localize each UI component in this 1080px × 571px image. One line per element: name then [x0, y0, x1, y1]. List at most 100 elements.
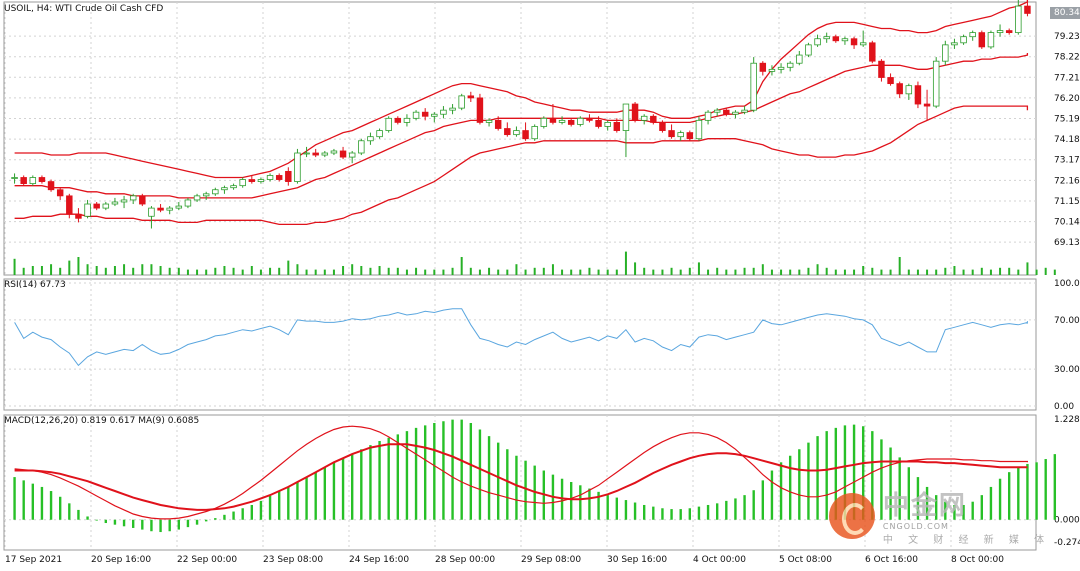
candle-body — [239, 179, 246, 187]
candle-body — [166, 207, 173, 211]
candle-body — [47, 181, 55, 191]
candle-body — [723, 109, 730, 115]
candle-body — [367, 136, 374, 142]
candle-body — [504, 128, 511, 136]
candle-body — [741, 109, 748, 113]
candle-body — [540, 117, 548, 127]
candle-body — [531, 126, 538, 140]
candle-body — [796, 54, 803, 64]
candle-body — [1024, 5, 1031, 14]
candle-body — [896, 83, 903, 95]
bollinger-band-line — [14, 105, 1029, 226]
x-axis-tick-label: 24 Sep 16:00 — [349, 555, 409, 565]
candle-body — [549, 117, 557, 123]
rsi-title: RSI(14) 67.73 — [4, 280, 66, 290]
candle-body — [193, 195, 201, 201]
candle-body — [695, 119, 703, 140]
candle-body — [567, 119, 575, 125]
macd-signal-line — [14, 443, 1028, 511]
candle-body — [905, 85, 913, 95]
candle-body — [859, 42, 867, 46]
candle-body — [467, 95, 475, 99]
rsi-panel-frame — [3, 278, 1037, 411]
candle-body — [613, 121, 621, 131]
candle-body — [704, 111, 712, 121]
candle-body — [622, 103, 630, 131]
candle-body — [129, 195, 137, 201]
candle-body — [376, 130, 383, 138]
watermark: 中金网 CNGOLD.COM 中 文 财 经 新 媒 体 — [828, 485, 1050, 546]
candle-body — [139, 195, 146, 205]
candle-body — [449, 107, 456, 111]
candle-body — [184, 199, 192, 207]
candle-body — [841, 38, 849, 42]
x-axis-tick-label: 28 Sep 00:00 — [435, 555, 495, 565]
candle-body — [805, 44, 812, 56]
price-axis-tick-label: 71.15 — [1054, 197, 1080, 207]
candle-body — [750, 62, 757, 111]
macd-title: MACD(12,26,20) 0.819 0.617 MA(9) 0.6085 — [4, 416, 200, 426]
candle-body — [814, 38, 821, 46]
x-axis-tick-label: 22 Sep 00:00 — [177, 555, 237, 565]
candle-body — [494, 119, 502, 129]
candle-body — [440, 109, 447, 115]
candle-body — [595, 119, 602, 127]
candle-body — [11, 177, 18, 179]
candle-body — [951, 42, 958, 46]
candle-body — [1015, 5, 1022, 34]
candle-body — [659, 121, 666, 131]
x-axis-tick-label: 23 Sep 08:00 — [263, 555, 323, 565]
rsi-axis-tick-label: 30.00 — [1054, 365, 1080, 375]
watermark-url: CNGOLD.COM — [882, 522, 949, 531]
candle-body — [175, 205, 183, 209]
price-axis-tick-label: 76.20 — [1054, 94, 1080, 104]
candle-body — [221, 187, 228, 191]
candle-body — [385, 117, 392, 131]
candle-body — [586, 117, 593, 121]
candle-body — [275, 175, 283, 180]
candle-body — [987, 32, 995, 48]
rsi-axis-tick-label: 100.00 — [1054, 279, 1080, 289]
price-axis-tick-label: 79.23 — [1054, 32, 1080, 42]
x-axis-tick-label: 6 Oct 16:00 — [865, 555, 918, 565]
rsi-axis-tick-label: 0.00 — [1054, 402, 1074, 412]
candle-body — [403, 117, 411, 123]
current-price-badge: 80.34 — [1050, 7, 1080, 19]
price-panel-frame — [3, 1, 1037, 276]
candle-body — [148, 207, 155, 217]
macd-axis-tick-label: 1.228 — [1054, 415, 1080, 425]
candle-body — [759, 62, 767, 72]
candle-body — [84, 203, 91, 217]
macd-fast-line — [14, 425, 1029, 520]
price-axis-tick-label: 77.21 — [1054, 73, 1080, 83]
rsi-axis-tick-label: 70.00 — [1054, 316, 1080, 326]
candle-body — [850, 38, 858, 46]
candle-body — [869, 42, 876, 62]
candle-body — [686, 132, 694, 140]
x-axis-tick-label: 20 Sep 16:00 — [91, 555, 151, 565]
candle-body — [120, 199, 128, 203]
candle-body — [640, 115, 648, 121]
x-axis-tick-label: 8 Oct 00:00 — [951, 555, 1004, 565]
candle-body — [522, 130, 529, 140]
candle-body — [75, 213, 82, 219]
candle-body — [56, 189, 64, 197]
candle-body — [257, 179, 265, 182]
candle-body — [713, 109, 721, 113]
candle-body — [248, 179, 256, 182]
candle-body — [348, 152, 356, 158]
candle-body — [823, 36, 830, 40]
price-axis-tick-label: 70.14 — [1054, 218, 1080, 228]
watermark-text: 中金网 CNGOLD.COM 中 文 财 经 新 媒 体 — [883, 485, 1050, 546]
candle-body — [111, 201, 119, 205]
candle-body — [777, 66, 785, 70]
candle-body — [421, 111, 429, 117]
candle-body — [66, 195, 73, 215]
macd-axis-tick-label: 0.000 — [1054, 516, 1080, 526]
candle-body — [577, 117, 584, 125]
candle-body — [266, 175, 274, 180]
bollinger-band-line — [14, 0, 1029, 179]
x-axis-tick-label: 5 Oct 08:00 — [779, 555, 832, 565]
